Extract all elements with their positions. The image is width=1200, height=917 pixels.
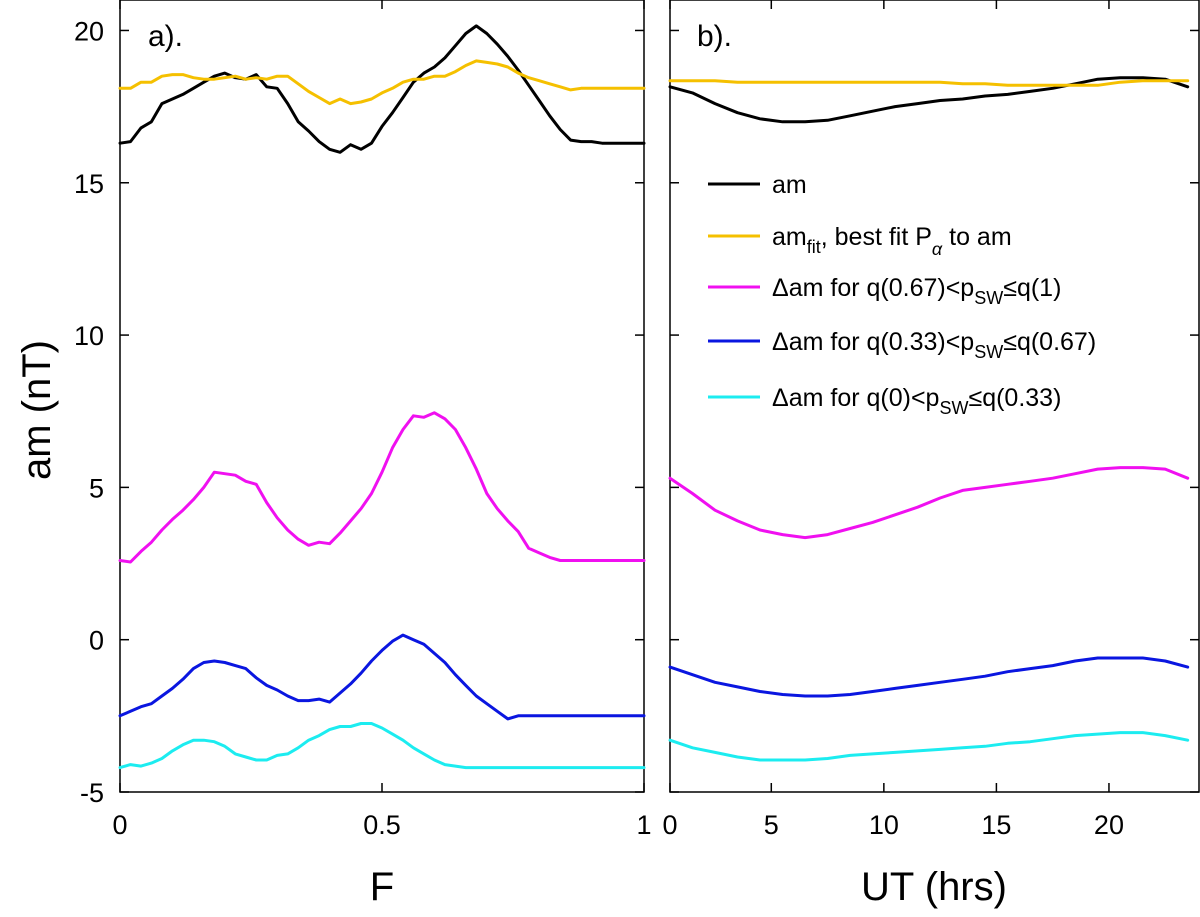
panel-b-frame [669,0,1200,793]
series-line-3 [118,633,646,721]
series-line-1 [668,79,1190,87]
legend-label-mid: Δam for q(0.33)<pSW≤q(0.67) [772,328,1096,362]
panel-a-series [118,24,646,770]
legend: am amfit, best fit Pα to am Δam for q(0.… [708,171,1096,418]
panel-b-y-ticks [670,29,1199,793]
panel-a-y-ticks: -5 0 5 10 15 20 [74,16,644,808]
series-line-4 [118,722,646,770]
y-tick-label: 5 [89,473,104,503]
y-axis-title: am (nT) [15,340,59,480]
x-tick-label: 0 [662,810,677,840]
panel-a-x-ticks: 0 0.5 1 [112,0,652,840]
series-line-0 [668,76,1190,124]
legend-label-am: am [772,171,807,199]
y-tick-label: 15 [74,169,104,199]
y-tick-label: 20 [74,16,104,46]
legend-entry: Δam for q(0)<pSW≤q(0.33) [708,384,1061,418]
legend-entry: am [708,171,807,199]
panel-a-frame [119,0,645,793]
y-tick-label: -5 [80,778,104,808]
series-line-2 [118,411,646,564]
y-tick-label: 0 [89,626,104,656]
x-tick-label: 15 [981,810,1011,840]
legend-label-low: Δam for q(0)<pSW≤q(0.33) [772,384,1061,418]
legend-label-am-fit: amfit, best fit Pα to am [772,223,1012,259]
x-tick-label: 5 [764,810,779,840]
panel-a-label: a). [148,20,183,53]
series-line-3 [668,656,1190,698]
panel-b-series [668,76,1190,762]
legend-entry: Δam for q(0.67)<pSW≤q(1) [708,274,1061,308]
x-tick-label: 1 [636,810,651,840]
x-tick-label: 20 [1094,810,1124,840]
panel-b-x-axis-title: UT (hrs) [861,865,1007,909]
legend-label-high: Δam for q(0.67)<pSW≤q(1) [772,274,1061,308]
x-tick-label: 0 [112,810,127,840]
x-tick-label: 10 [869,810,899,840]
series-line-1 [118,59,646,106]
legend-entry: amfit, best fit Pα to am [708,223,1012,259]
panel-b-x-ticks: 0 5 10 15 20 [662,0,1124,840]
panel-a-x-axis-title: F [370,865,394,909]
series-line-4 [668,731,1190,762]
panel-b-label: b). [697,20,732,53]
series-line-2 [668,466,1190,540]
y-tick-label: 10 [74,321,104,351]
x-tick-label: 0.5 [363,810,401,840]
panel-b: 0 5 10 15 20 b). UT (hrs) am amfit, best fit… [662,0,1200,909]
legend-entry: Δam for q(0.33)<pSW≤q(0.67) [708,328,1096,362]
